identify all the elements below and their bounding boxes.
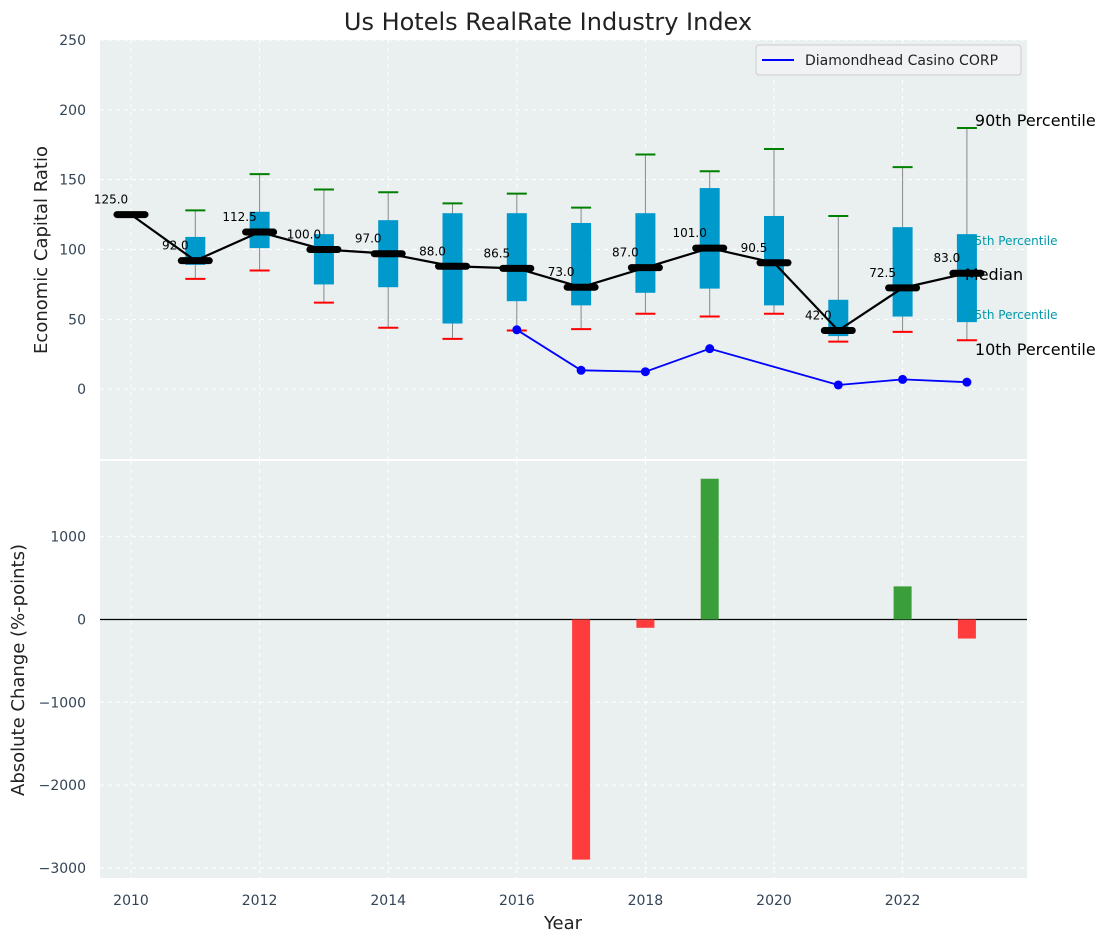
change-bar [636, 619, 655, 628]
median-value-label: 87.0 [612, 246, 639, 260]
company-point [640, 367, 650, 377]
median-value-label: 42.0 [805, 309, 832, 323]
company-point [962, 377, 972, 387]
median-value-label: 97.0 [355, 232, 382, 246]
bottom-y-axis-label: Absolute Change (%-points) [8, 544, 29, 796]
bottom-y-tick-label: −2000 [39, 778, 86, 794]
median-value-label: 112.5 [222, 210, 256, 224]
x-tick-label: 2018 [628, 893, 664, 909]
bottom-y-tick-label: 1000 [50, 530, 86, 546]
iqr-box [956, 234, 977, 323]
bottom-y-tick-label: 0 [77, 613, 86, 629]
bottom-y-tick-label: −1000 [39, 695, 86, 711]
company-point [898, 374, 908, 384]
annotation-p75: 75th Percentile [967, 234, 1058, 248]
chart-title: Us Hotels RealRate Industry Index [344, 8, 752, 36]
bottom-y-tick-label: −3000 [39, 861, 86, 877]
median-value-label: 125.0 [94, 193, 128, 207]
iqr-box [892, 227, 913, 317]
company-point [512, 325, 522, 335]
x-tick-label: 2020 [756, 893, 792, 909]
annotation-p10: 10th Percentile [975, 340, 1096, 359]
median-value-label: 73.0 [548, 265, 575, 279]
annotation-p25: 25th Percentile [967, 308, 1058, 322]
x-tick-label: 2022 [885, 893, 921, 909]
top-y-tick-label: 100 [59, 243, 86, 259]
iqr-box [313, 234, 334, 285]
bottom-plot-area [100, 461, 1027, 878]
top-y-tick-label: 250 [59, 33, 86, 49]
change-bar [893, 586, 912, 620]
top-y-tick-label: 0 [77, 382, 86, 398]
company-point [576, 365, 586, 375]
iqr-box [699, 188, 720, 289]
change-bar [957, 619, 976, 639]
median-value-label: 88.0 [419, 244, 446, 258]
median-value-label: 72.5 [869, 266, 896, 280]
company-point [833, 380, 843, 390]
iqr-box [635, 213, 656, 293]
median-value-label: 90.5 [741, 241, 768, 255]
x-tick-label: 2012 [242, 893, 278, 909]
top-y-tick-label: 50 [68, 312, 86, 328]
change-bar [572, 619, 591, 860]
annotation-p90: 90th Percentile [975, 111, 1096, 130]
iqr-box [506, 213, 527, 302]
top-y-tick-label: 200 [59, 103, 86, 119]
top-y-tick-label: 150 [59, 173, 86, 189]
legend-box [755, 44, 1022, 76]
median-value-label: 86.5 [483, 246, 510, 260]
x-tick-label: 2014 [370, 893, 406, 909]
x-tick-label: 2010 [113, 893, 149, 909]
median-value-label: 101.0 [673, 226, 707, 240]
x-axis-label: Year [543, 913, 583, 934]
legend-label: Diamondhead Casino CORP [805, 53, 998, 69]
median-value-label: 100.0 [287, 228, 321, 242]
change-bar [700, 478, 719, 620]
iqr-box [571, 222, 592, 306]
x-tick-label: 2016 [499, 893, 535, 909]
company-point [705, 344, 715, 354]
annotation-median: Median [965, 265, 1023, 284]
median-value-label: 92.0 [162, 239, 189, 253]
median-value-label: 83.0 [934, 251, 961, 265]
top-y-axis-label: Economic Capital Ratio [31, 146, 52, 354]
